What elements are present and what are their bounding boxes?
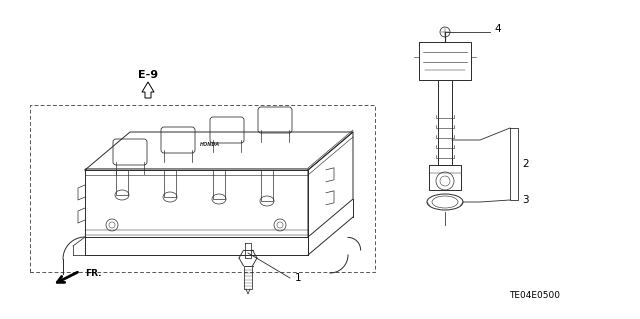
Text: 4: 4 — [494, 24, 500, 34]
Text: TE04E0500: TE04E0500 — [509, 291, 561, 300]
Text: 1: 1 — [295, 273, 301, 283]
Text: E-9: E-9 — [138, 70, 158, 80]
Text: 2: 2 — [522, 159, 529, 169]
Text: FR.: FR. — [85, 270, 102, 278]
Text: HONDA: HONDA — [200, 143, 220, 147]
Text: 3: 3 — [522, 195, 529, 205]
